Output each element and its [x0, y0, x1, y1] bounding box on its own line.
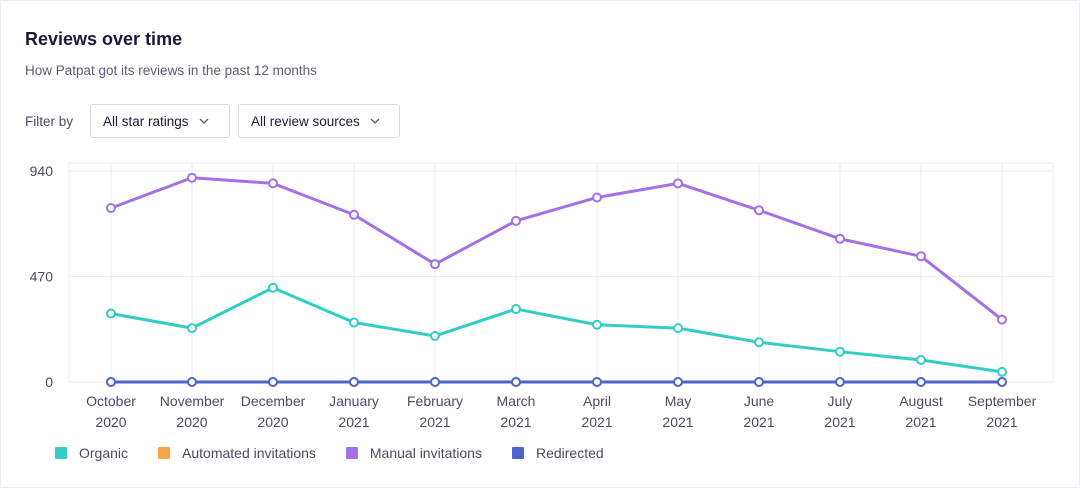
data-point: [268, 377, 278, 387]
x-tick-label: 2021: [338, 414, 369, 430]
legend-item[interactable]: Organic: [55, 445, 128, 461]
reviews-line-chart: 0 470 940 October 2020 November 2020 December 20…: [30, 162, 1054, 430]
x-tick-label: November: [160, 393, 225, 409]
data-point: [106, 377, 116, 387]
data-point: [187, 172, 197, 183]
x-tick-label: January: [329, 393, 379, 409]
data-point: [997, 314, 1007, 325]
x-tick-label: February: [407, 393, 463, 409]
review-sources-dropdown-label: All review sources: [251, 113, 360, 129]
data-point: [187, 377, 197, 387]
x-tick-label: 2021: [419, 414, 450, 430]
data-point: [916, 377, 926, 387]
x-tick-label: July: [828, 393, 853, 409]
x-tick-label: 2021: [824, 414, 855, 430]
legend-swatch: [55, 447, 67, 459]
legend-label: Organic: [79, 445, 129, 461]
chart-legend: Organic Automated invitations Manual invit…: [55, 445, 634, 461]
data-point: [673, 377, 683, 387]
series-line-organic: [110, 286, 1003, 374]
star-ratings-dropdown-label: All star ratings: [103, 113, 189, 129]
data-point: [511, 304, 521, 315]
data-point: [511, 215, 521, 226]
data-point: [349, 209, 359, 220]
x-tick-label: May: [665, 393, 691, 409]
filter-label: Filter by: [25, 114, 74, 129]
data-point: [349, 377, 359, 387]
data-point: [835, 346, 845, 357]
data-point: [187, 323, 197, 334]
legend-label: Manual invitations: [369, 445, 482, 461]
legend-item[interactable]: Manual invitations: [345, 445, 482, 461]
legend-swatch: [158, 447, 171, 459]
chevron-down-icon: [368, 114, 382, 128]
chevron-down-icon: [197, 114, 211, 128]
data-point: [511, 377, 521, 387]
x-tick-label: 2021: [662, 414, 693, 430]
x-tick-label: September: [968, 393, 1037, 409]
y-tick-label: 470: [30, 269, 54, 285]
legend-item[interactable]: Automated invitations: [158, 445, 316, 461]
data-point: [268, 178, 278, 189]
x-tick-label: August: [899, 393, 943, 409]
page-title: Reviews over time: [25, 29, 183, 49]
data-point: [592, 319, 602, 330]
data-point: [997, 377, 1007, 387]
review-sources-dropdown[interactable]: All review sources: [238, 104, 400, 138]
y-tick-label: 940: [30, 163, 54, 179]
page-subtitle: How Patpat got its reviews in the past 1…: [25, 63, 317, 78]
data-point: [106, 308, 116, 319]
data-point: [673, 323, 683, 334]
x-tick-label: 2020: [176, 414, 207, 430]
x-tick-label: 2021: [743, 414, 774, 430]
legend-swatch: [511, 447, 524, 459]
x-tick-label: April: [583, 393, 611, 409]
data-point: [430, 377, 440, 387]
x-tick-label: March: [497, 393, 536, 409]
data-point: [592, 377, 602, 387]
legend-label: Automated invitations: [182, 445, 316, 461]
x-tick-label: 2020: [95, 414, 126, 430]
star-ratings-dropdown[interactable]: All star ratings: [90, 104, 230, 138]
x-tick-label: December: [241, 393, 306, 409]
data-point: [754, 205, 764, 216]
legend-swatch: [345, 447, 358, 459]
x-tick-label: 2020: [257, 414, 288, 430]
data-point: [835, 233, 845, 244]
x-tick-label: June: [744, 393, 775, 409]
plot-area: [68, 162, 1054, 383]
data-point: [754, 377, 764, 387]
data-point: [754, 337, 764, 348]
data-point: [673, 178, 683, 189]
y-tick-label: 0: [45, 374, 53, 390]
x-tick-label: October: [86, 393, 136, 409]
x-tick-label: 2021: [905, 414, 936, 430]
data-point: [916, 355, 926, 366]
legend-label: Redirected: [535, 445, 604, 461]
data-point: [430, 259, 440, 270]
data-point: [997, 366, 1007, 377]
x-tick-label: 2021: [986, 414, 1017, 430]
data-point: [916, 251, 926, 262]
data-point: [592, 192, 602, 203]
series-line-manual-invitations: [110, 176, 1003, 321]
x-tick-label: 2021: [581, 414, 612, 430]
data-point: [430, 330, 440, 341]
data-point: [106, 203, 116, 214]
x-tick-label: 2021: [500, 414, 531, 430]
legend-item[interactable]: Redirected: [511, 445, 604, 461]
data-point: [835, 377, 845, 387]
data-point: [349, 317, 359, 328]
data-point: [268, 282, 278, 293]
